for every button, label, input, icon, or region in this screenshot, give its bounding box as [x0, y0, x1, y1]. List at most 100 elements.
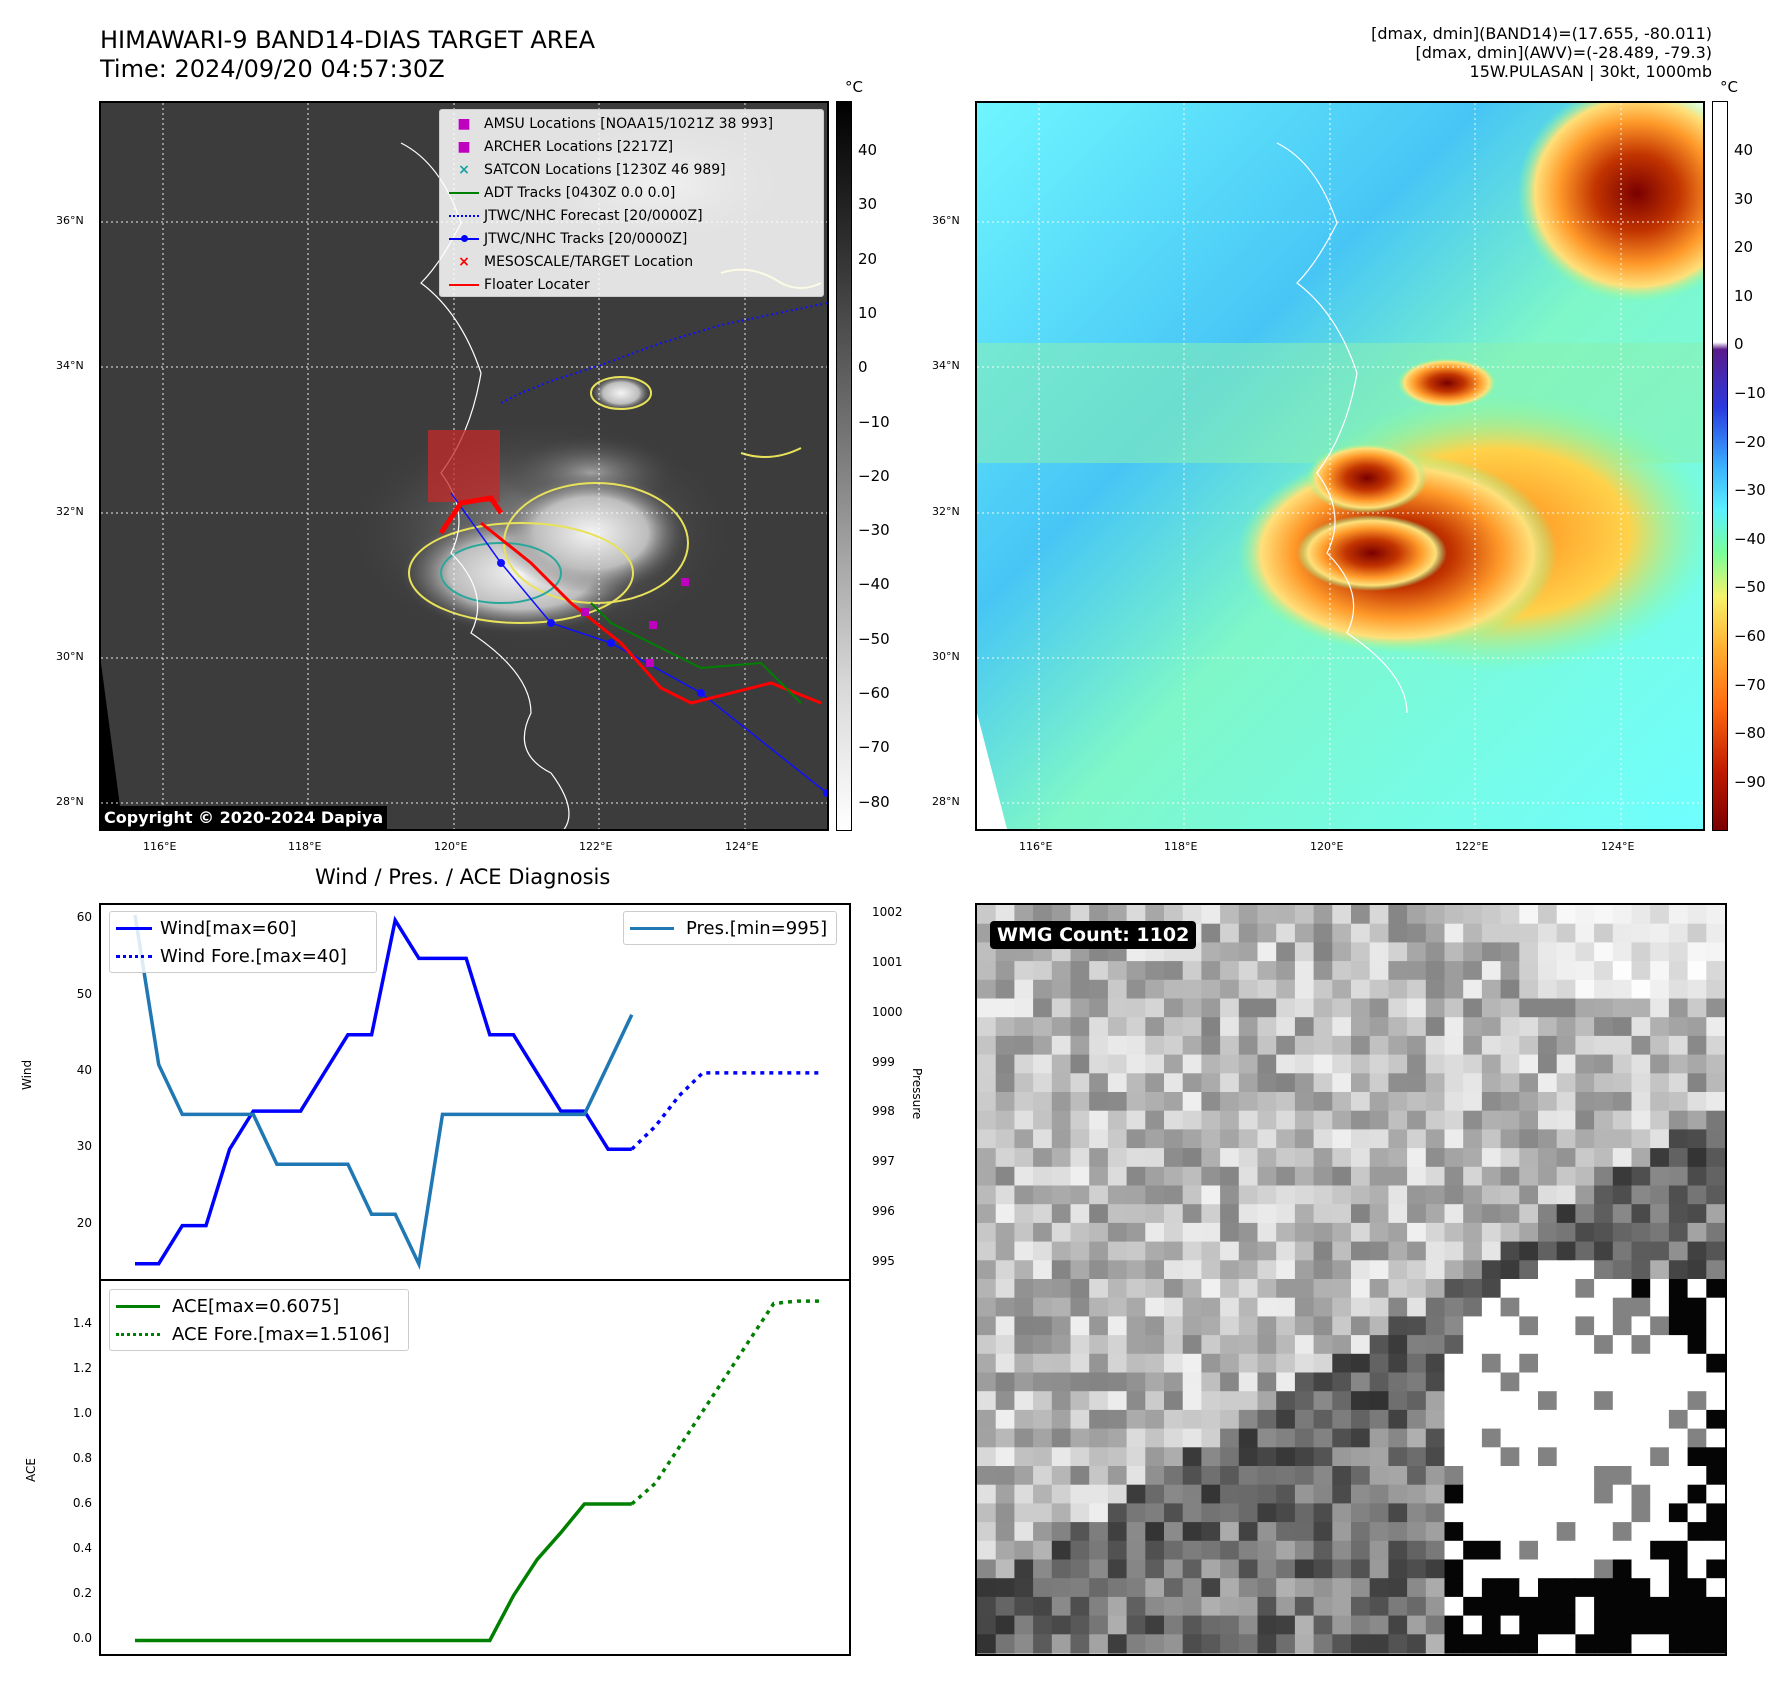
- colorbar-tick: 0: [858, 358, 868, 377]
- lon-label: 116°E: [1019, 840, 1053, 853]
- wind-ytick: 60: [76, 910, 92, 925]
- ace-ytick: 0.2: [72, 1585, 92, 1600]
- stats-header: [dmax, dmin](BAND14)=(17.655, -80.011) […: [1371, 24, 1712, 81]
- ace-ytick: 0.8: [72, 1450, 92, 1465]
- colorbar-tick: 30: [1734, 189, 1754, 208]
- lon-label: 122°E: [1455, 840, 1489, 853]
- lat-label: 32°N: [56, 505, 84, 518]
- colorbar-tick: −70: [1734, 675, 1766, 694]
- dotted-line-icon: [444, 214, 484, 217]
- colorbar-tick: −50: [858, 629, 890, 648]
- lat-label: 36°N: [56, 214, 84, 227]
- wind-axis-label: Wind: [20, 1059, 34, 1090]
- lon-label: 118°E: [288, 840, 322, 853]
- lat-label: 30°N: [932, 650, 960, 663]
- line-marker-icon: [116, 926, 152, 930]
- lon-label: 122°E: [579, 840, 613, 853]
- line-marker-icon: [630, 926, 674, 930]
- ace-ytick: 0.6: [72, 1495, 92, 1510]
- dotted-line-icon: [116, 1332, 160, 1336]
- colorbar-tick: 20: [1734, 238, 1754, 257]
- colorbar-tick: 10: [1734, 286, 1754, 305]
- lon-label: 118°E: [1164, 840, 1198, 853]
- colorbar-tick: −20: [858, 466, 890, 485]
- colorbar-tick: −50: [1734, 578, 1766, 597]
- colorbar-tick: −20: [1734, 432, 1766, 451]
- wmg-panel: [975, 903, 1727, 1656]
- pressure-axis-label: Pressure: [910, 1068, 924, 1120]
- legend-item-amsu: ■ AMSU Locations [NOAA15/1021Z 38 993]: [444, 112, 819, 135]
- legend-item-pressure: Pres.[min=995]: [630, 914, 830, 942]
- ir-map-panel: ■ AMSU Locations [NOAA15/1021Z 38 993] ■ A…: [99, 101, 829, 831]
- lat-label: 34°N: [932, 359, 960, 372]
- awv-map-panel: [975, 101, 1705, 831]
- lon-label: 120°E: [434, 840, 468, 853]
- wind-pressure-chart: [133, 914, 821, 1270]
- legend-item-floater: Floater Locater: [444, 273, 819, 296]
- lat-label: 28°N: [932, 795, 960, 808]
- wind-ytick: 50: [76, 986, 92, 1001]
- ace-ytick: 1.4: [72, 1315, 92, 1330]
- pressure-ytick: 996: [872, 1204, 895, 1219]
- map-legend: ■ AMSU Locations [NOAA15/1021Z 38 993] ■ A…: [439, 109, 824, 297]
- ace-ytick: 1.2: [72, 1360, 92, 1375]
- colorbar-tick: −80: [1734, 724, 1766, 743]
- pressure-ytick: 1002: [872, 904, 903, 919]
- x-marker-icon: ×: [458, 161, 470, 178]
- wind-ytick: 40: [76, 1062, 92, 1077]
- ace-axis-label: ACE: [24, 1458, 38, 1482]
- pressure-legend: Pres.[min=995]: [623, 911, 837, 945]
- legend-item-target: × MESOSCALE/TARGET Location: [444, 250, 819, 273]
- wmg-count-badge: WMG Count: 1102: [990, 921, 1197, 949]
- lat-label: 36°N: [932, 214, 960, 227]
- lat-label: 32°N: [932, 505, 960, 518]
- legend-item-forecast: JTWC/NHC Forecast [20/0000Z]: [444, 204, 819, 227]
- colorbar-tick: −40: [1734, 529, 1766, 548]
- series-line-1: [630, 1071, 821, 1151]
- square-marker-icon: ■: [457, 138, 471, 155]
- lon-label: 124°E: [725, 840, 759, 853]
- ace-ytick: 1.0: [72, 1405, 92, 1420]
- wmg-pixel-map: [977, 905, 1725, 1654]
- colorbar-tick: −10: [1734, 384, 1766, 402]
- wind-ytick: 20: [76, 1215, 92, 1230]
- legend-item-archer: ■ ARCHER Locations [2217Z]: [444, 135, 819, 158]
- legend-item-wind: Wind[max=60]: [116, 914, 370, 942]
- legend-item-ace-forecast: ACE Fore.[max=1.5106]: [116, 1320, 402, 1348]
- band14-range: [dmax, dmin](BAND14)=(17.655, -80.011): [1371, 24, 1712, 43]
- legend-item-ace: ACE[max=0.6075]: [116, 1292, 402, 1320]
- series-line-0: [135, 915, 632, 1266]
- square-marker-icon: ■: [457, 115, 471, 132]
- colorbar-tick: −60: [858, 684, 890, 702]
- awv-range: [dmax, dmin](AWV)=(-28.489, -79.3): [1415, 43, 1712, 62]
- colorbar-tick: 30: [858, 195, 878, 214]
- ace-ytick: 0.4: [72, 1540, 92, 1555]
- wind-ytick: 30: [76, 1139, 92, 1154]
- lon-label: 124°E: [1601, 840, 1635, 853]
- colorbar-tick: 40: [858, 141, 878, 159]
- pressure-ytick: 999: [872, 1054, 895, 1069]
- gray-colorbar: [836, 101, 852, 831]
- lat-label: 30°N: [56, 650, 84, 663]
- legend-item-jtwc: JTWC/NHC Tracks [20/0000Z]: [444, 227, 819, 250]
- colorbar-unit: °C: [845, 78, 863, 96]
- diagnosis-title: Wind / Pres. / ACE Diagnosis: [315, 865, 611, 889]
- line-marker-icon: [444, 283, 484, 286]
- figure-title: HIMAWARI-9 BAND14-DIAS TARGET AREA Time:…: [100, 26, 596, 83]
- pressure-ytick: 995: [872, 1254, 895, 1269]
- colorbar-tick: −10: [858, 412, 890, 431]
- lat-label: 34°N: [56, 359, 84, 372]
- line-marker-icon: [116, 1304, 160, 1308]
- colorbar-tick: −80: [858, 792, 890, 811]
- lon-label: 120°E: [1310, 840, 1344, 853]
- colorbar-tick: 10: [858, 303, 878, 322]
- ace-legend: ACE[max=0.6075] ACE Fore.[max=1.5106]: [109, 1289, 409, 1351]
- wind-legend: Wind[max=60] Wind Fore.[max=40]: [109, 911, 377, 973]
- pressure-ytick: 998: [872, 1104, 895, 1119]
- series-line-0: [135, 1502, 632, 1643]
- x-marker-icon: ×: [458, 253, 470, 270]
- line-dot-icon: [444, 235, 484, 242]
- awv-map-svg: [977, 103, 1703, 829]
- legend-item-satcon: × SATCON Locations [1230Z 46 989]: [444, 158, 819, 181]
- ace-chart: [135, 1299, 821, 1643]
